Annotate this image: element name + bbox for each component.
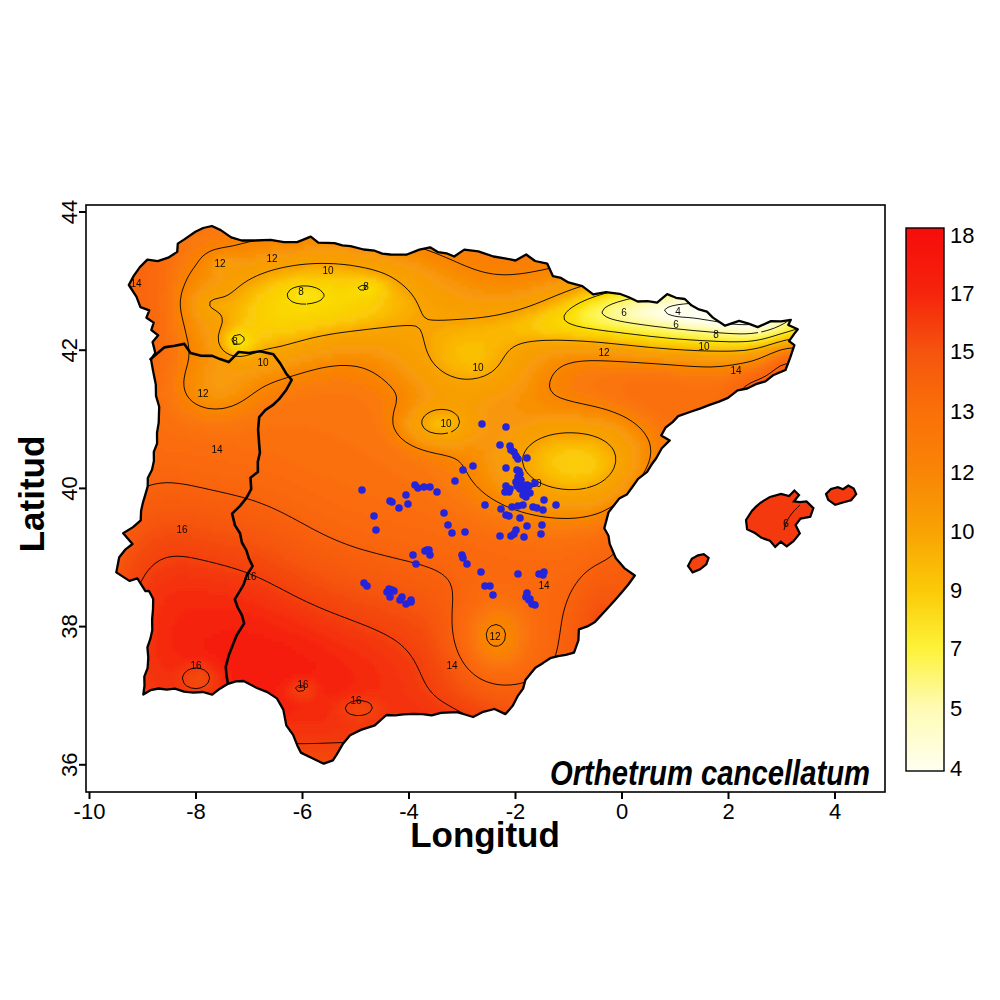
svg-text:40: 40 — [57, 476, 82, 500]
svg-text:44: 44 — [57, 200, 82, 224]
svg-text:38: 38 — [57, 614, 82, 638]
svg-text:16: 16 — [176, 524, 188, 535]
svg-text:Orthetrum cancellatum: Orthetrum cancellatum — [550, 753, 870, 792]
svg-text:14: 14 — [211, 444, 223, 455]
svg-text:18: 18 — [950, 223, 974, 248]
svg-text:12: 12 — [950, 460, 974, 485]
svg-text:4: 4 — [829, 799, 841, 824]
svg-text:10: 10 — [257, 357, 269, 368]
svg-text:5: 5 — [950, 696, 962, 721]
svg-text:-6: -6 — [293, 799, 313, 824]
svg-text:16: 16 — [297, 679, 309, 690]
svg-text:12: 12 — [598, 347, 610, 358]
svg-text:-10: -10 — [74, 799, 106, 824]
svg-text:16: 16 — [350, 695, 362, 706]
svg-text:8: 8 — [232, 336, 238, 347]
svg-text:Latitud: Latitud — [12, 436, 51, 553]
svg-text:9: 9 — [950, 578, 962, 603]
svg-text:15: 15 — [950, 339, 974, 364]
svg-text:6: 6 — [673, 319, 679, 330]
svg-text:4: 4 — [950, 756, 962, 781]
svg-text:6: 6 — [783, 518, 789, 529]
svg-text:7: 7 — [950, 636, 962, 661]
svg-text:4: 4 — [675, 306, 681, 317]
svg-text:-8: -8 — [186, 799, 206, 824]
svg-text:10: 10 — [472, 362, 484, 373]
svg-text:8: 8 — [298, 286, 304, 297]
svg-text:8: 8 — [363, 281, 369, 292]
svg-text:10: 10 — [950, 519, 974, 544]
svg-text:14: 14 — [730, 365, 742, 376]
svg-text:13: 13 — [950, 399, 974, 424]
svg-text:12: 12 — [489, 631, 501, 642]
svg-text:42: 42 — [57, 338, 82, 362]
svg-text:14: 14 — [446, 660, 458, 671]
svg-text:16: 16 — [190, 660, 202, 671]
svg-text:36: 36 — [57, 753, 82, 777]
svg-text:10: 10 — [322, 265, 334, 276]
svg-text:12: 12 — [214, 258, 226, 269]
svg-text:14: 14 — [538, 580, 550, 591]
svg-text:10: 10 — [440, 418, 452, 429]
svg-text:Longitud: Longitud — [410, 815, 560, 854]
svg-text:2: 2 — [722, 799, 734, 824]
svg-text:6: 6 — [621, 307, 627, 318]
svg-text:12: 12 — [197, 388, 209, 399]
svg-text:8: 8 — [713, 329, 719, 340]
svg-text:0: 0 — [616, 799, 628, 824]
svg-text:10: 10 — [698, 341, 710, 352]
svg-text:12: 12 — [266, 253, 278, 264]
svg-text:17: 17 — [950, 281, 974, 306]
